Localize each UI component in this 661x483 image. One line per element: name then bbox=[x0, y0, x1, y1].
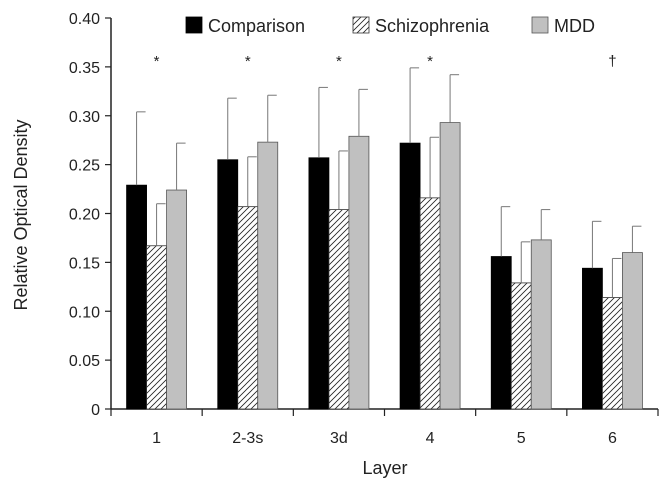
y-tick-label: 0.05 bbox=[69, 353, 100, 370]
bar-comparison bbox=[490, 256, 512, 410]
bar-comparison bbox=[582, 267, 603, 410]
y-tick-label: 0.30 bbox=[69, 109, 100, 126]
bar-schizophrenia bbox=[328, 209, 350, 410]
y-tick-label: 0.40 bbox=[69, 11, 100, 28]
plot-area: 0 0.05 0.10 0.15 0.20 0.25 0.30 0.35 0.40 1 * 2-3s *… bbox=[69, 11, 659, 447]
x-tick-label: 4 bbox=[426, 430, 435, 447]
bar-schizophrenia bbox=[602, 297, 623, 410]
x-tick-label: 5 bbox=[517, 430, 526, 447]
significance-marker: * bbox=[154, 53, 160, 70]
y-tick-label: 0.10 bbox=[69, 304, 100, 321]
bar-comparison bbox=[308, 157, 330, 410]
bar-mdd bbox=[348, 135, 370, 410]
significance-marker: * bbox=[336, 53, 342, 70]
significance-marker: † bbox=[608, 53, 616, 70]
significance-marker: * bbox=[245, 53, 251, 70]
legend-label-schizophrenia: Schizophrenia bbox=[375, 16, 490, 36]
bar-schizophrenia bbox=[510, 282, 532, 410]
bar-comparison bbox=[217, 159, 239, 410]
bar-comparison bbox=[399, 142, 421, 410]
x-tick-label: 2-3s bbox=[232, 430, 263, 447]
bar-mdd bbox=[257, 141, 279, 410]
bar-schizophrenia bbox=[237, 206, 259, 410]
x-tick-label: 1 bbox=[152, 430, 161, 447]
bar-schizophrenia bbox=[419, 197, 441, 410]
x-tick-label: 6 bbox=[608, 430, 617, 447]
bar-schizophrenia bbox=[146, 245, 167, 410]
bar-mdd bbox=[439, 122, 461, 410]
y-tick-label: 0.25 bbox=[69, 158, 100, 175]
x-tick-label: 3d bbox=[330, 430, 348, 447]
legend-label-comparison: Comparison bbox=[208, 16, 305, 36]
legend-swatch-schizophrenia bbox=[352, 16, 370, 34]
legend-label-mdd: MDD bbox=[554, 16, 595, 36]
bar-mdd bbox=[530, 239, 552, 410]
bar-mdd bbox=[166, 189, 187, 410]
y-tick-label: 0.20 bbox=[69, 207, 100, 224]
significance-marker: * bbox=[427, 53, 433, 70]
legend-swatch-comparison bbox=[185, 16, 203, 34]
y-axis-title: Relative Optical Density bbox=[11, 119, 31, 310]
bar-comparison bbox=[126, 184, 147, 410]
y-tick-label: 0.35 bbox=[69, 60, 100, 77]
y-tick-label: 0 bbox=[91, 402, 100, 419]
legend-swatch-mdd bbox=[531, 16, 549, 34]
x-axis-title: Layer bbox=[362, 458, 407, 478]
y-tick-label: 0.15 bbox=[69, 255, 100, 272]
bar-mdd bbox=[622, 252, 643, 410]
